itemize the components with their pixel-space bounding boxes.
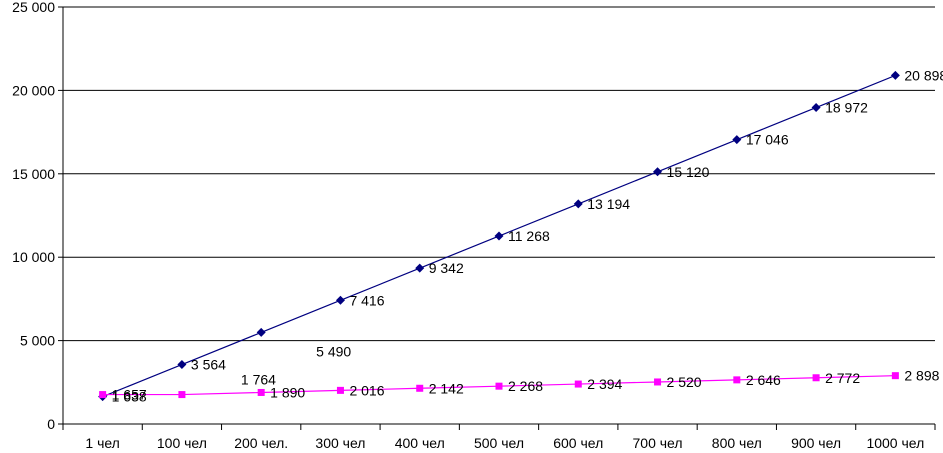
x-tick-label: 800 чел [712,435,762,451]
data-point-series-1 [177,360,187,370]
y-tick-label: 15 000 [12,166,55,182]
data-point-series-2 [891,372,899,380]
data-point-series-2 [336,386,344,394]
data-point-series-2 [495,382,503,390]
data-point-series-1 [256,327,266,337]
data-label-series-2: 2 898 [904,368,939,384]
data-label-series-1: 13 194 [587,196,630,212]
x-tick-label: 1000 чел [866,435,924,451]
data-label-series-2: 2 772 [825,370,860,386]
data-label-series-2: 1 657 [112,387,147,403]
data-point-series-2 [99,391,107,399]
axes [62,7,935,425]
x-tick-label: 100 чел [157,435,207,451]
data-point-series-2 [257,388,265,396]
data-label-series-1: 17 046 [746,132,789,148]
data-label-series-2: 1 890 [270,384,305,400]
data-label-series-2: 2 268 [508,378,543,394]
series-group [98,70,900,402]
data-label-series-1: 11 268 [508,228,550,244]
x-tick-label: 1 чел [85,435,119,451]
x-tick-label: 900 чел [791,435,841,451]
data-point-series-2 [416,384,424,392]
data-label-series-1: 9 342 [429,260,464,276]
data-point-series-1 [653,167,663,177]
grid-lines [63,6,935,342]
data-label-series-1: 18 972 [825,100,868,116]
data-label-series-1: 1 638 [112,389,147,405]
data-point-series-1 [415,263,425,273]
y-tick-label: 5 000 [20,333,55,349]
data-label-series-2: 2 646 [746,372,781,388]
data-point-series-2 [178,391,186,399]
y-tick-label: 20 000 [12,82,55,98]
data-label-series-2: 2 394 [587,376,622,392]
data-point-series-1 [732,135,742,145]
data-point-series-2 [574,380,582,388]
data-label-series-2: 2 016 [349,382,384,398]
data-point-series-1 [573,199,583,209]
data-label-series-1: 7 416 [349,292,384,308]
x-axis-ticks: 1 чел 100 чел 200 чел. 300 чел 400 чел 500 че… [62,424,936,451]
x-tick-label: 400 чел [395,435,445,451]
x-tick-label: 200 чел. [234,435,288,451]
x-tick-label: 300 чел [315,435,365,451]
data-label-series-2: 2 520 [667,374,702,390]
y-tick-label: 10 000 [12,249,55,265]
data-point-series-2 [733,376,741,384]
x-tick-label: 600 чел [553,435,603,451]
x-tick-label: 500 чел [474,435,524,451]
data-label-series-2: 1 764 [241,372,276,388]
data-label-series-1: 5 490 [316,343,351,359]
data-point-series-2 [812,374,820,382]
y-tick-label: 0 [47,416,55,432]
x-tick-label: 700 чел [633,435,683,451]
data-point-series-2 [654,378,662,386]
data-point-series-1 [890,70,900,80]
data-labels-group: 1 638 3 564 5 490 7 416 9 342 11 268 13 194 15 … [112,67,943,404]
data-point-series-1 [494,231,504,241]
data-label-series-1: 3 564 [191,357,226,373]
data-label-series-2: 2 142 [429,380,464,396]
y-axis-ticks: 0 5 000 10 000 15 000 20 000 25 000 [12,0,63,432]
data-point-series-1 [811,103,821,113]
data-label-series-1: 15 120 [667,164,710,180]
data-point-series-1 [335,295,345,305]
y-tick-label: 25 000 [12,0,55,15]
data-label-series-1: 20 898 [904,67,943,83]
